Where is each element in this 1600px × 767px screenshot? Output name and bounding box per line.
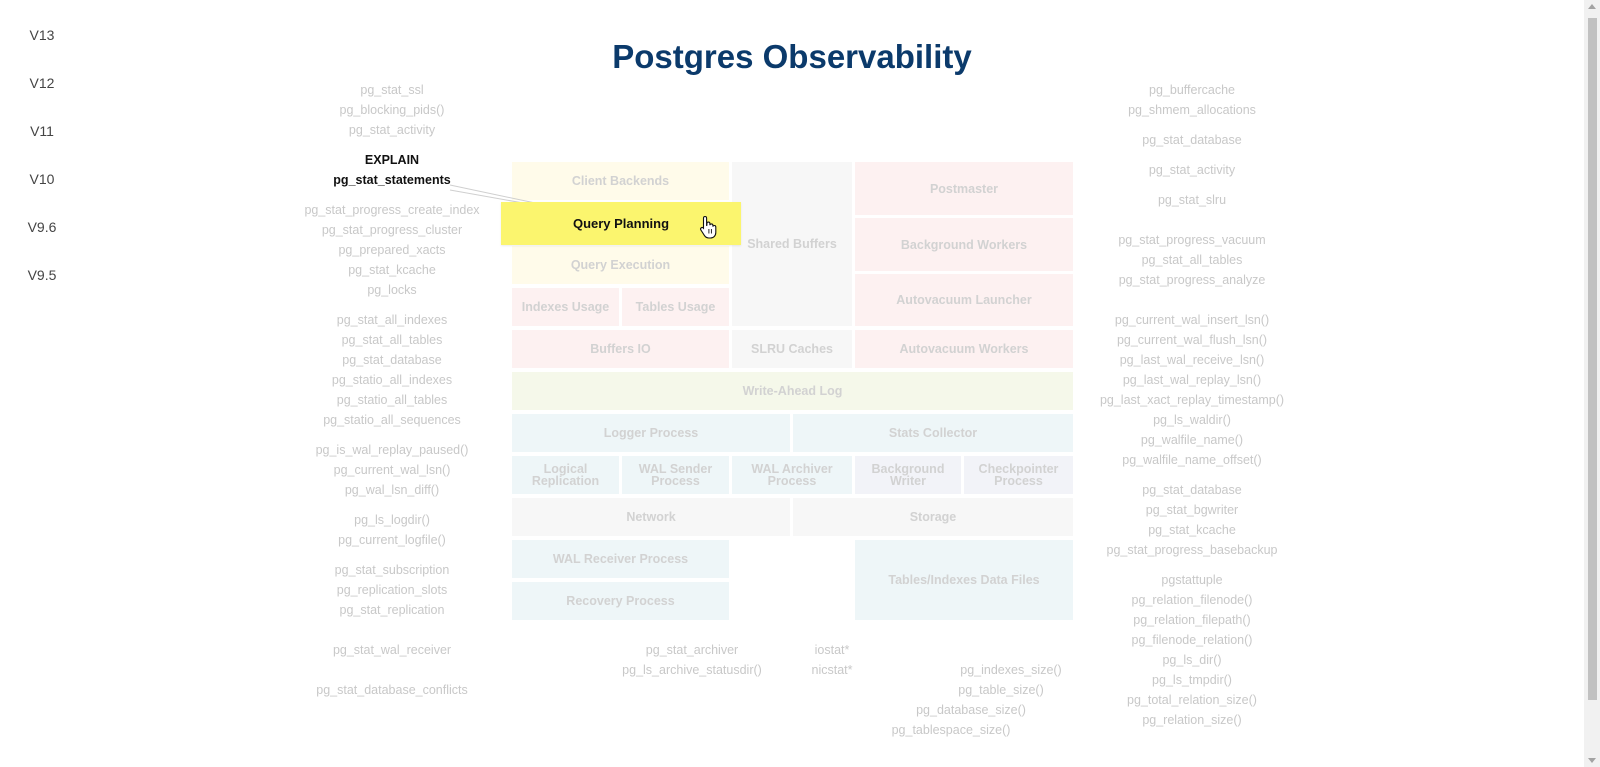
fn-pg-stat-progress-basebackup[interactable]: pg_stat_progress_basebackup (1106, 543, 1278, 557)
fn-pgstattuple[interactable]: pgstattuple (1161, 573, 1223, 587)
version-link-v10[interactable]: V10 (29, 171, 55, 187)
fn-nicstat[interactable]: nicstat* (811, 663, 853, 677)
fn-pg-relation-filenode[interactable]: pg_relation_filenode() (1131, 593, 1253, 607)
fn-pg-prepared-xacts[interactable]: pg_prepared_xacts (338, 243, 446, 257)
box-query-planning[interactable]: Query Planning (501, 202, 741, 245)
box-stats-collector[interactable]: Stats Collector (793, 414, 1073, 452)
version-link-v9-6[interactable]: V9.6 (27, 219, 57, 235)
fn-pg-stat-kcache[interactable]: pg_stat_kcache (348, 263, 436, 277)
fn-pg-statio-all-indexes[interactable]: pg_statio_all_indexes (331, 373, 453, 387)
fn-pg-current-wal-flush-lsn[interactable]: pg_current_wal_flush_lsn() (1116, 333, 1268, 347)
fn-pg-ls-archive-statusdir[interactable]: pg_ls_archive_statusdir() (622, 663, 762, 677)
fn-pg-stat-subscription[interactable]: pg_stat_subscription (334, 563, 450, 577)
fn-pg-stat-progress-create-index[interactable]: pg_stat_progress_create_index (304, 203, 480, 217)
version-link-v9-5[interactable]: V9.5 (27, 267, 57, 283)
fn-pg-stat-database[interactable]: pg_stat_database (342, 353, 442, 367)
box-tables-usage[interactable]: Tables Usage (622, 288, 729, 326)
fn-pg-stat-database-r[interactable]: pg_stat_database (1142, 133, 1242, 147)
fn-pg-stat-progress-cluster[interactable]: pg_stat_progress_cluster (321, 223, 463, 237)
fn-iostat[interactable]: iostat* (814, 643, 850, 657)
fn-pg-database-size[interactable]: pg_database_size() (916, 703, 1026, 717)
fn-pg-tablespace-size[interactable]: pg_tablespace_size() (891, 723, 1011, 737)
box-background-writer[interactable]: Background Writer (855, 456, 961, 494)
fn-explain[interactable]: EXPLAIN (364, 153, 420, 167)
fn-pg-wal-lsn-diff[interactable]: pg_wal_lsn_diff() (344, 483, 440, 497)
fn-pg-relation-size[interactable]: pg_relation_size() (1142, 713, 1242, 727)
fn-pg-stat-replication[interactable]: pg_stat_replication (339, 603, 445, 617)
box-write-ahead-log[interactable]: Write-Ahead Log (512, 372, 1073, 410)
scrollbar-thumb[interactable] (1588, 18, 1597, 700)
fn-pg-stat-archiver[interactable]: pg_stat_archiver (645, 643, 739, 657)
version-link-v12[interactable]: V12 (29, 75, 55, 91)
box-tables-indexes-data-files[interactable]: Tables/Indexes Data Files (855, 540, 1073, 620)
box-query-execution[interactable]: Query Execution (512, 246, 729, 284)
fn-pg-last-xact-replay-timestamp[interactable]: pg_last_xact_replay_timestamp() (1099, 393, 1285, 407)
box-network[interactable]: Network (512, 498, 790, 536)
box-slru-caches[interactable]: SLRU Caches (732, 330, 852, 368)
fn-pg-statio-all-tables[interactable]: pg_statio_all_tables (336, 393, 448, 407)
fn-pg-stat-kcache-r[interactable]: pg_stat_kcache (1148, 523, 1236, 537)
fn-pg-ls-waldir[interactable]: pg_ls_waldir() (1153, 413, 1231, 427)
box-background-workers[interactable]: Background Workers (855, 218, 1073, 271)
fn-pg-walfile-name-offset[interactable]: pg_walfile_name_offset() (1122, 453, 1262, 467)
box-recovery-process[interactable]: Recovery Process (512, 582, 729, 620)
fn-pg-stat-all-tables[interactable]: pg_stat_all_tables (341, 333, 443, 347)
box-buffers-io[interactable]: Buffers IO (512, 330, 729, 368)
fn-pg-total-relation-size[interactable]: pg_total_relation_size() (1127, 693, 1257, 707)
fn-pg-ls-tmpdir[interactable]: pg_ls_tmpdir() (1152, 673, 1232, 687)
hand-pointer-icon (700, 215, 717, 239)
fn-pg-current-logfile[interactable]: pg_current_logfile() (338, 533, 446, 547)
fn-pg-stat-all-indexes[interactable]: pg_stat_all_indexes (336, 313, 448, 327)
page-title: Postgres Observability (612, 38, 972, 75)
box-wal-archiver-process[interactable]: WAL Archiver Process (732, 456, 852, 494)
fn-pg-stat-activity-r[interactable]: pg_stat_activity (1148, 163, 1236, 177)
box-autovacuum-launcher[interactable]: Autovacuum Launcher (855, 274, 1073, 326)
fn-pg-last-wal-replay-lsn[interactable]: pg_last_wal_replay_lsn() (1122, 373, 1262, 387)
fn-pg-stat-progress-analyze[interactable]: pg_stat_progress_analyze (1118, 273, 1266, 287)
version-link-v11[interactable]: V11 (30, 123, 54, 139)
fn-pg-stat-ssl[interactable]: pg_stat_ssl (360, 83, 424, 97)
fn-pg-stat-bgwriter[interactable]: pg_stat_bgwriter (1145, 503, 1239, 517)
scroll-up-arrow-icon[interactable] (1588, 4, 1596, 9)
fn-pg-stat-all-tables-r[interactable]: pg_stat_all_tables (1141, 253, 1243, 267)
fn-pg-last-wal-receive-lsn[interactable]: pg_last_wal_receive_lsn() (1119, 353, 1265, 367)
fn-pg-table-size[interactable]: pg_table_size() (958, 683, 1044, 697)
box-postmaster[interactable]: Postmaster (855, 162, 1073, 215)
scroll-down-arrow-icon[interactable] (1588, 758, 1596, 763)
fn-pg-stat-activity[interactable]: pg_stat_activity (348, 123, 436, 137)
version-link-v13[interactable]: V13 (29, 27, 55, 43)
box-autovacuum-workers[interactable]: Autovacuum Workers (855, 330, 1073, 368)
box-indexes-usage[interactable]: Indexes Usage (512, 288, 619, 326)
fn-pg-blocking-pids[interactable]: pg_blocking_pids() (339, 103, 445, 117)
fn-pg-buffercache[interactable]: pg_buffercache (1149, 83, 1235, 97)
fn-pg-indexes-size[interactable]: pg_indexes_size() (960, 663, 1062, 677)
fn-pg-relation-filepath[interactable]: pg_relation_filepath() (1133, 613, 1251, 627)
fn-pg-filenode-relation[interactable]: pg_filenode_relation() (1131, 633, 1253, 647)
box-storage[interactable]: Storage (793, 498, 1073, 536)
box-wal-receiver-process[interactable]: WAL Receiver Process (512, 540, 729, 578)
box-wal-sender-process[interactable]: WAL Sender Process (622, 456, 729, 494)
fn-pg-walfile-name[interactable]: pg_walfile_name() (1140, 433, 1244, 447)
fn-pg-is-wal-replay-paused[interactable]: pg_is_wal_replay_paused() (315, 443, 469, 457)
box-logical-replication[interactable]: Logical Replication (512, 456, 619, 494)
box-logger-process[interactable]: Logger Process (512, 414, 790, 452)
fn-pg-statio-all-sequences[interactable]: pg_statio_all_sequences (323, 413, 461, 427)
fn-pg-stat-database-r2[interactable]: pg_stat_database (1142, 483, 1242, 497)
fn-pg-stat-slru[interactable]: pg_stat_slru (1157, 193, 1227, 207)
fn-pg-current-wal-lsn[interactable]: pg_current_wal_lsn() (333, 463, 451, 477)
fn-pg-stat-wal-receiver[interactable]: pg_stat_wal_receiver (332, 643, 452, 657)
page-scrollbar[interactable] (1584, 0, 1600, 767)
box-shared-buffers[interactable]: Shared Buffers (732, 162, 852, 326)
fn-pg-current-wal-insert-lsn[interactable]: pg_current_wal_insert_lsn() (1114, 313, 1270, 327)
box-client-backends[interactable]: Client Backends (512, 162, 729, 200)
fn-pg-stat-database-conflicts[interactable]: pg_stat_database_conflicts (316, 683, 468, 697)
fn-pg-shmem-allocations[interactable]: pg_shmem_allocations (1128, 103, 1256, 117)
fn-pg-stat-statements[interactable]: pg_stat_statements (333, 173, 451, 187)
fn-pg-locks[interactable]: pg_locks (367, 283, 417, 297)
fn-pg-ls-logdir[interactable]: pg_ls_logdir() (354, 513, 430, 527)
fn-pg-replication-slots[interactable]: pg_replication_slots (336, 583, 448, 597)
fn-pg-ls-dir[interactable]: pg_ls_dir() (1162, 653, 1222, 667)
box-checkpointer-process[interactable]: Checkpointer Process (964, 456, 1073, 494)
fn-pg-stat-progress-vacuum[interactable]: pg_stat_progress_vacuum (1118, 233, 1266, 247)
